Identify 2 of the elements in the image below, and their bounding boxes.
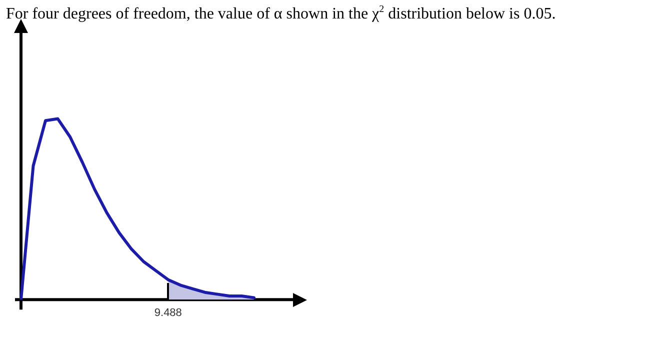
text: 9.488 (154, 306, 182, 319)
chart-title: For four degrees of freedom, the value of α shown in the χ$^{2}$ distribution below is 0.05. (6, 4, 556, 24)
